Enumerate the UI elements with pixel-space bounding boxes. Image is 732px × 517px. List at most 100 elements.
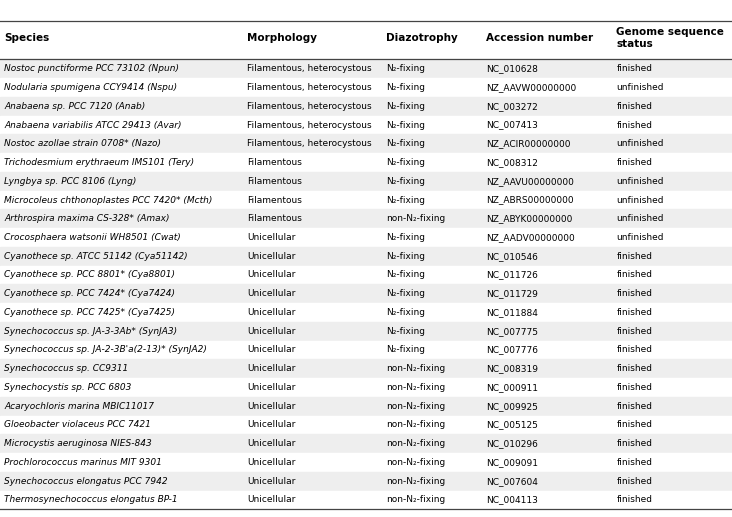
Text: Diazotrophy: Diazotrophy <box>386 33 458 43</box>
Text: N₂-fixing: N₂-fixing <box>386 158 425 167</box>
Text: Nostoc punctiforme PCC 73102 (Npun): Nostoc punctiforme PCC 73102 (Npun) <box>4 64 179 73</box>
Text: N₂-fixing: N₂-fixing <box>386 177 425 186</box>
Bar <box>0 228 732 247</box>
Text: finished: finished <box>616 495 652 505</box>
Text: finished: finished <box>616 458 652 467</box>
Text: N₂-fixing: N₂-fixing <box>386 252 425 261</box>
Bar <box>0 359 732 378</box>
Bar <box>0 397 732 416</box>
Text: Unicellular: Unicellular <box>247 308 296 317</box>
Text: Filamentous: Filamentous <box>247 177 302 186</box>
Text: Unicellular: Unicellular <box>247 458 296 467</box>
Bar <box>0 21 732 59</box>
Text: N₂-fixing: N₂-fixing <box>386 308 425 317</box>
Text: Morphology: Morphology <box>247 33 318 43</box>
Text: NC_004113: NC_004113 <box>486 495 538 505</box>
Text: Filamentous, heterocystous: Filamentous, heterocystous <box>247 120 372 130</box>
Text: NC_008319: NC_008319 <box>486 364 538 373</box>
Bar <box>0 453 732 472</box>
Text: Filamentous, heterocystous: Filamentous, heterocystous <box>247 102 372 111</box>
Bar <box>0 284 732 303</box>
Text: N₂-fixing: N₂-fixing <box>386 327 425 336</box>
Text: NC_011726: NC_011726 <box>486 270 538 280</box>
Text: Lyngbya sp. PCC 8106 (Lyng): Lyngbya sp. PCC 8106 (Lyng) <box>4 177 137 186</box>
Text: Unicellular: Unicellular <box>247 495 296 505</box>
Text: Synechococcus sp. CC9311: Synechococcus sp. CC9311 <box>4 364 129 373</box>
Text: NC_009925: NC_009925 <box>486 402 538 410</box>
Text: finished: finished <box>616 270 652 280</box>
Text: NC_008312: NC_008312 <box>486 158 538 167</box>
Bar <box>0 191 732 209</box>
Text: non-N₂-fixing: non-N₂-fixing <box>386 214 445 223</box>
Text: Filamentous: Filamentous <box>247 195 302 205</box>
Text: NC_003272: NC_003272 <box>486 102 538 111</box>
Text: Filamentous: Filamentous <box>247 214 302 223</box>
Text: NC_011884: NC_011884 <box>486 308 538 317</box>
Text: NC_007776: NC_007776 <box>486 345 538 355</box>
Bar <box>0 134 732 153</box>
Text: Unicellular: Unicellular <box>247 270 296 280</box>
Text: finished: finished <box>616 252 652 261</box>
Bar <box>0 59 732 78</box>
Text: non-N₂-fixing: non-N₂-fixing <box>386 495 445 505</box>
Text: finished: finished <box>616 439 652 448</box>
Text: Synechococcus sp. JA-3-3Ab* (SynJA3): Synechococcus sp. JA-3-3Ab* (SynJA3) <box>4 327 178 336</box>
Text: non-N₂-fixing: non-N₂-fixing <box>386 458 445 467</box>
Text: non-N₂-fixing: non-N₂-fixing <box>386 477 445 485</box>
Text: finished: finished <box>616 289 652 298</box>
Text: Unicellular: Unicellular <box>247 364 296 373</box>
Text: NC_010628: NC_010628 <box>486 64 538 73</box>
Text: NC_007604: NC_007604 <box>486 477 538 485</box>
Text: Nostoc azollae strain 0708* (Nazo): Nostoc azollae strain 0708* (Nazo) <box>4 139 161 148</box>
Bar <box>0 172 732 191</box>
Text: Filamentous: Filamentous <box>247 158 302 167</box>
Text: Filamentous, heterocystous: Filamentous, heterocystous <box>247 139 372 148</box>
Text: Thermosynechococcus elongatus BP-1: Thermosynechococcus elongatus BP-1 <box>4 495 178 505</box>
Text: N₂-fixing: N₂-fixing <box>386 83 425 92</box>
Text: NZ_ABYK00000000: NZ_ABYK00000000 <box>486 214 572 223</box>
Text: Unicellular: Unicellular <box>247 383 296 392</box>
Text: finished: finished <box>616 120 652 130</box>
Text: N₂-fixing: N₂-fixing <box>386 345 425 355</box>
Text: Anabaena variabilis ATCC 29413 (Avar): Anabaena variabilis ATCC 29413 (Avar) <box>4 120 182 130</box>
Text: Synechococcus sp. JA-2-3B'a(2-13)* (SynJA2): Synechococcus sp. JA-2-3B'a(2-13)* (SynJ… <box>4 345 207 355</box>
Text: Prochlorococcus marinus MIT 9301: Prochlorococcus marinus MIT 9301 <box>4 458 163 467</box>
Text: Unicellular: Unicellular <box>247 233 296 242</box>
Text: Anabaena sp. PCC 7120 (Anab): Anabaena sp. PCC 7120 (Anab) <box>4 102 146 111</box>
Text: finished: finished <box>616 345 652 355</box>
Text: unfinished: unfinished <box>616 195 664 205</box>
Text: Genome sequence
status: Genome sequence status <box>616 27 724 49</box>
Bar <box>0 434 732 453</box>
Text: N₂-fixing: N₂-fixing <box>386 139 425 148</box>
Text: NC_009091: NC_009091 <box>486 458 538 467</box>
Bar <box>0 247 732 266</box>
Text: Unicellular: Unicellular <box>247 327 296 336</box>
Text: non-N₂-fixing: non-N₂-fixing <box>386 420 445 430</box>
Text: Microcystis aeruginosa NIES-843: Microcystis aeruginosa NIES-843 <box>4 439 152 448</box>
Text: Cyanothece sp. PCC 7425* (Cya7425): Cyanothece sp. PCC 7425* (Cya7425) <box>4 308 176 317</box>
Text: Gloeobacter violaceus PCC 7421: Gloeobacter violaceus PCC 7421 <box>4 420 152 430</box>
Text: Trichodesmium erythraeum IMS101 (Tery): Trichodesmium erythraeum IMS101 (Tery) <box>4 158 195 167</box>
Text: non-N₂-fixing: non-N₂-fixing <box>386 439 445 448</box>
Text: NZ_AADV00000000: NZ_AADV00000000 <box>486 233 575 242</box>
Text: Crocosphaera watsonii WH8501 (Cwat): Crocosphaera watsonii WH8501 (Cwat) <box>4 233 181 242</box>
Text: Nodularia spumigena CCY9414 (Nspu): Nodularia spumigena CCY9414 (Nspu) <box>4 83 178 92</box>
Text: unfinished: unfinished <box>616 139 664 148</box>
Text: non-N₂-fixing: non-N₂-fixing <box>386 402 445 410</box>
Text: Acaryochloris marina MBIC11017: Acaryochloris marina MBIC11017 <box>4 402 154 410</box>
Text: Unicellular: Unicellular <box>247 439 296 448</box>
Text: N₂-fixing: N₂-fixing <box>386 120 425 130</box>
Text: N₂-fixing: N₂-fixing <box>386 195 425 205</box>
Text: Filamentous, heterocystous: Filamentous, heterocystous <box>247 64 372 73</box>
Bar <box>0 153 732 172</box>
Text: Unicellular: Unicellular <box>247 477 296 485</box>
Text: Cyanothece sp. ATCC 51142 (Cya51142): Cyanothece sp. ATCC 51142 (Cya51142) <box>4 252 188 261</box>
Text: finished: finished <box>616 402 652 410</box>
Text: NZ_AAVU00000000: NZ_AAVU00000000 <box>486 177 574 186</box>
Bar <box>0 303 732 322</box>
Text: finished: finished <box>616 420 652 430</box>
Bar <box>0 97 732 116</box>
Text: finished: finished <box>616 327 652 336</box>
Text: finished: finished <box>616 64 652 73</box>
Text: Cyanothece sp. PCC 8801* (Cya8801): Cyanothece sp. PCC 8801* (Cya8801) <box>4 270 176 280</box>
